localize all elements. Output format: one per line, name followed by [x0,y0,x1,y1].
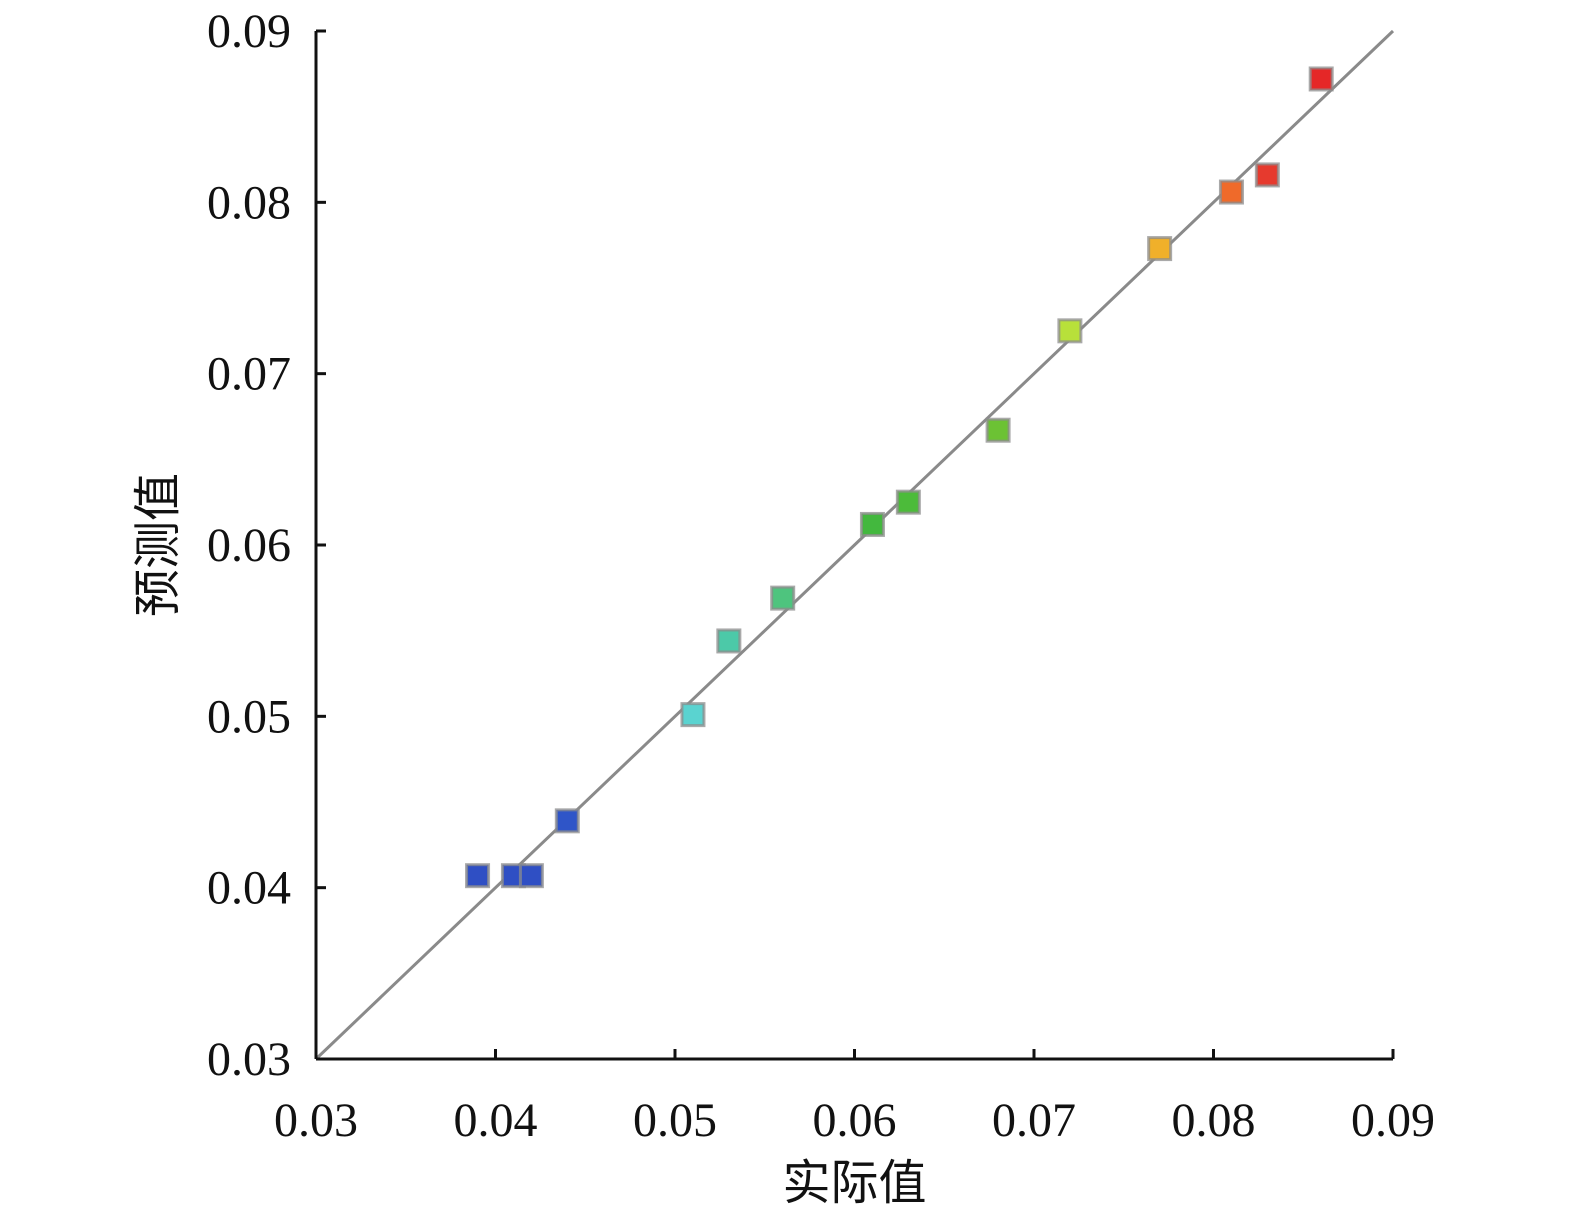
x-ticks: 0.03 0.04 0.05 0.06 0.07 0.08 0.09 [274,1049,1435,1147]
x-tick-label: 0.09 [1351,1094,1435,1147]
data-point [985,417,1011,443]
x-tick-label: 0.04 [454,1094,538,1147]
data-point [1147,236,1173,262]
x-tick-label: 0.06 [813,1094,897,1147]
y-tick-label: 0.06 [207,519,291,572]
data-point [554,808,580,834]
x-tick-label: 0.03 [274,1094,358,1147]
data-point [895,489,921,515]
data-point [680,702,706,728]
data-point [1308,66,1334,92]
y-axis-title: 预测值 [132,473,185,617]
data-points-layer [465,66,1334,889]
data-point [465,863,491,889]
reference-line-layer [314,29,1395,1061]
y-tick-label: 0.08 [207,176,291,229]
data-point [716,628,742,654]
y-tick-label: 0.03 [207,1033,291,1086]
y-tick-label: 0.05 [207,690,291,743]
data-point [1218,179,1244,205]
y-tick-label: 0.07 [207,348,291,401]
reference-line [314,29,1395,1061]
data-point [1254,162,1280,188]
x-axis-title: 实际值 [782,1157,926,1210]
data-point [770,585,796,611]
data-point [1057,318,1083,344]
data-point [518,863,544,889]
x-tick-label: 0.07 [992,1094,1076,1147]
data-point [859,511,885,537]
x-tick-label: 0.05 [633,1094,717,1147]
y-ticks: 0.03 0.04 0.05 0.06 0.07 0.08 0.09 [207,5,326,1086]
y-tick-label: 0.09 [207,5,291,58]
y-tick-label: 0.04 [207,862,291,915]
x-tick-label: 0.08 [1172,1094,1256,1147]
